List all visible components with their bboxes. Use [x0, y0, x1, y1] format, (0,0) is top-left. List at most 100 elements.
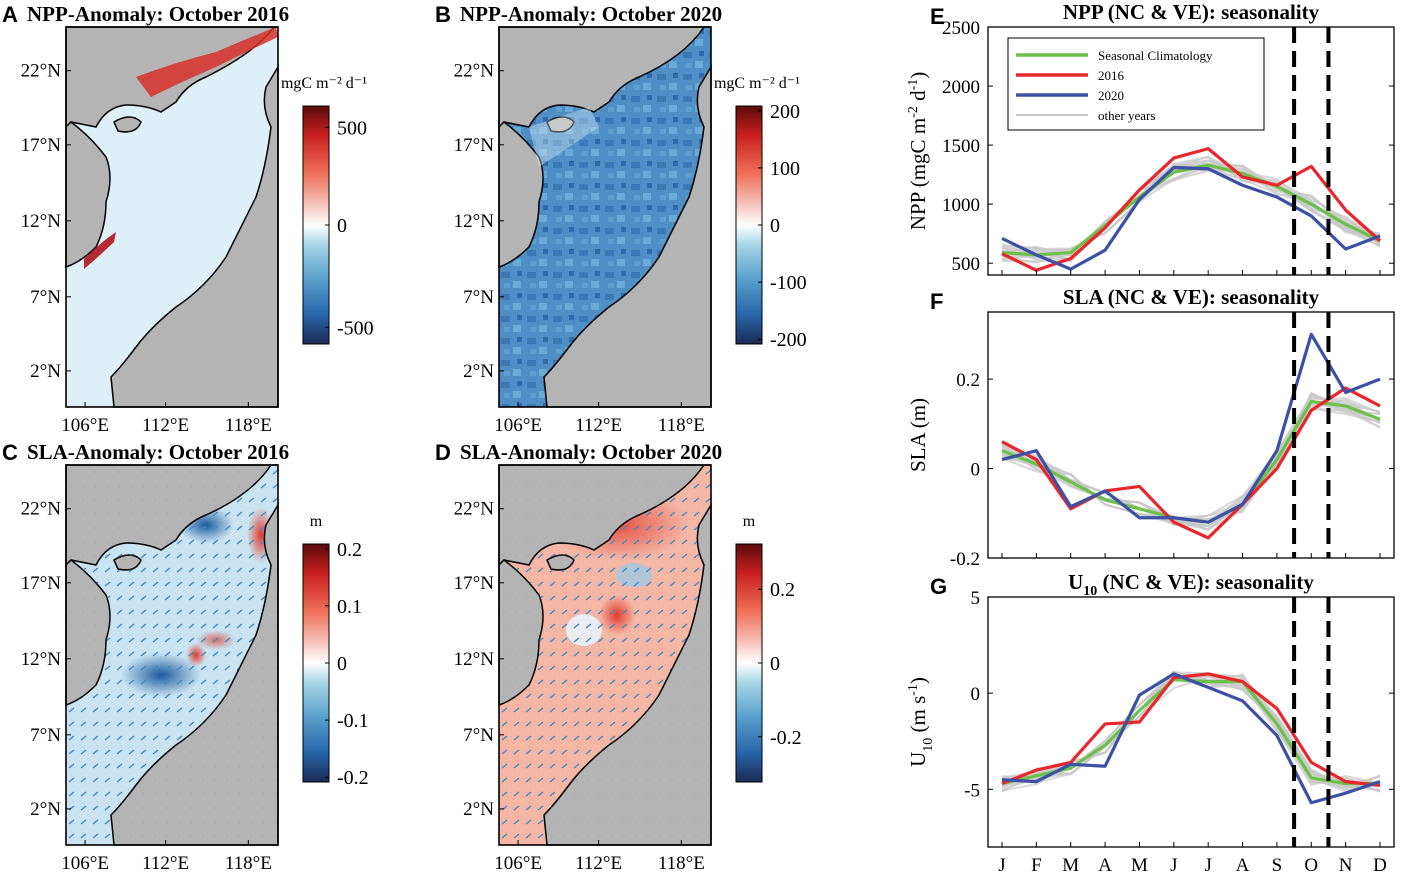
ylabel-main: NPP (mgC m	[906, 118, 930, 230]
colorbar	[302, 105, 330, 345]
map-b-labels: B NPP-Anomaly: October 2020 22°N 17°N 12°N 7°…	[435, 2, 807, 436]
land-hainan	[113, 116, 142, 133]
map-labels: A NPP-Anomaly: October 2016 22°N 17°N 12°N 7°…	[2, 2, 807, 874]
ylabel-rest: (m s	[906, 696, 930, 738]
y-tick-label: 12°N	[21, 649, 62, 670]
y-tick-label: 2500	[942, 18, 980, 39]
chart-title: SLA (NC & VE): seasonality	[1063, 285, 1320, 309]
ylabel-sub: 10	[921, 738, 936, 752]
panel-letter: C	[2, 440, 18, 465]
y-tick-label: 12°N	[454, 649, 495, 670]
map-d-labels: D SLA-Anomaly: October 2020 22°N 17°N 12°N 7°…	[435, 440, 802, 874]
x-tick-label: 118°E	[658, 415, 705, 436]
y-tick-label: 2°N	[463, 361, 494, 382]
legend-label: other years	[1098, 108, 1155, 123]
x-tick-label: A	[1098, 855, 1112, 875]
y-tick-label: 0	[971, 684, 981, 705]
anomaly-coastal-red	[136, 27, 278, 97]
colorbar-tick-label: 0.2	[337, 539, 362, 561]
title-sub: 10	[1083, 584, 1097, 599]
ylabel-sup: -1	[906, 79, 921, 91]
series-line-2020	[1001, 165, 1381, 271]
colorbar-tick-label: -0.2	[770, 727, 802, 749]
chart-f: -0.2 0 0.2 F SLA (NC & VE): seasonality SLA (…	[906, 285, 1395, 570]
y-tick-label: 17°N	[454, 573, 495, 594]
x-tick-label: O	[1304, 855, 1318, 875]
x-tick-label: 118°E	[225, 415, 272, 436]
map-a-labels: A NPP-Anomaly: October 2016 22°N 17°N 12°N 7°…	[2, 2, 374, 436]
plot-frame	[987, 311, 1395, 559]
colorbar-tick-label: 0.1	[337, 596, 362, 618]
y-tick-label: 7°N	[30, 287, 61, 308]
x-tick-label: 118°E	[658, 853, 705, 874]
x-tick-label: J	[1204, 855, 1211, 875]
y-tick-label: 2000	[942, 77, 980, 98]
y-tick-label: 2°N	[463, 799, 494, 820]
colorbar-tick-label: -0.1	[337, 710, 369, 732]
panel-letter: B	[435, 2, 451, 27]
anomaly-vietnam-red	[84, 232, 116, 269]
x-tick-label: J	[998, 855, 1005, 875]
colorbar-unit: m	[310, 513, 323, 530]
y-tick-label: 12°N	[21, 211, 62, 232]
y-tick-label: 2°N	[30, 799, 61, 820]
y-tick-label: 7°N	[463, 725, 494, 746]
y-tick-label: 22°N	[21, 61, 62, 82]
series-line-2020	[1001, 672, 1381, 805]
chart-title: NPP (NC & VE): seasonality	[1063, 0, 1320, 24]
colorbar	[735, 543, 763, 783]
x-tick-label: 106°E	[61, 853, 109, 874]
map-frame	[65, 464, 279, 846]
colorbar-unit: mgC m⁻² d⁻¹	[281, 75, 367, 92]
y-tick-label: 22°N	[454, 499, 495, 520]
anomaly-light-patch	[529, 107, 599, 167]
map-panel-a	[65, 26, 279, 408]
y-tick-label: 17°N	[21, 573, 62, 594]
map-title: NPP-Anomaly: October 2020	[460, 2, 722, 26]
ylabel-sup: -1	[906, 684, 921, 696]
title-rest: (NC & VE): seasonality	[1097, 570, 1314, 594]
ylabel-end: )	[906, 677, 930, 684]
y-tick-label: 22°N	[21, 499, 62, 520]
colorbar-tick-label: 0	[337, 215, 347, 237]
y-tick-label: -0.2	[950, 549, 980, 570]
legend-label: 2016	[1098, 68, 1125, 83]
ylabel-end: )	[906, 72, 930, 79]
land-philippines-borneo	[543, 64, 712, 408]
panel-letter: A	[2, 2, 18, 27]
y-axis-label: NPP (mgC m-2 d-1)	[906, 72, 930, 231]
y-axis-label: SLA (m)	[906, 398, 930, 472]
colorbar-tick-label: 0	[770, 215, 780, 237]
map-frame	[498, 464, 712, 846]
land-dots	[66, 465, 278, 845]
x-tick-label: 112°E	[575, 853, 622, 874]
y-tick-label: 0.2	[956, 370, 980, 391]
x-tick-label: J	[1170, 855, 1177, 875]
x-tick-label: A	[1236, 855, 1250, 875]
colorbar-tick-label: 0.2	[770, 579, 795, 601]
map-title: NPP-Anomaly: October 2016	[27, 2, 289, 26]
colorbar-tick-label: 100	[770, 158, 800, 180]
colorbar-unit: m	[743, 513, 756, 530]
y-tick-label: 500	[952, 254, 981, 275]
land-dots	[499, 465, 711, 845]
panel-letter: D	[435, 440, 451, 465]
ylabel-sup: -2	[906, 106, 921, 118]
y-axis-label: U10 (m s-1)	[906, 677, 936, 767]
colorbar-tick-label: 500	[337, 117, 367, 139]
y-tick-label: 7°N	[30, 725, 61, 746]
land-hainan	[546, 116, 575, 133]
title-main: U	[1068, 570, 1083, 594]
other-year-line	[1001, 394, 1381, 527]
legend-label: 2020	[1098, 88, 1124, 103]
map-title: SLA-Anomaly: October 2020	[460, 440, 722, 464]
x-tick-label: 106°E	[494, 853, 542, 874]
x-tick-label: 112°E	[575, 415, 622, 436]
chart-title: U10 (NC & VE): seasonality	[1068, 570, 1314, 599]
x-tick-label: 112°E	[142, 853, 189, 874]
series-line-2016	[1001, 147, 1382, 272]
